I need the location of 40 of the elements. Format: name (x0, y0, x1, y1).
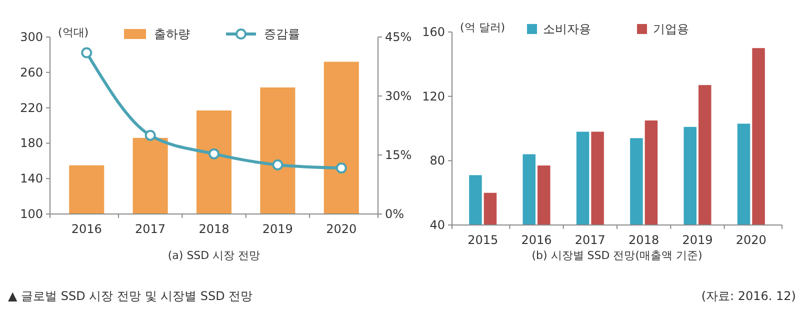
y2-tick-label: 0% (385, 207, 404, 221)
x-axis-title: (b) 시장별 SSD 전망(매출액 기준) (532, 249, 702, 262)
point (336, 162, 347, 174)
legend-label: 기업용 (653, 22, 689, 36)
legend-label: 소비자용 (543, 22, 591, 36)
point (144, 130, 156, 141)
y2-tick-label: 30% (385, 89, 412, 103)
point (208, 148, 220, 160)
y-tick-label: 160 (422, 25, 445, 39)
y-tick-label: 100 (20, 207, 43, 221)
y-tick-label: 40 (430, 218, 445, 232)
y-tick-label: 180 (20, 136, 43, 150)
x-tick-label: 2019 (682, 233, 713, 247)
x-tick-label: 2016 (521, 233, 552, 247)
y-tick-label: 120 (422, 89, 445, 104)
x-axis-title: (a) SSD 시장 전망 (168, 249, 260, 262)
x-tick-label: 2019 (262, 222, 293, 236)
y-tick-label: 140 (20, 172, 43, 186)
x-tick-label: 2018 (628, 233, 660, 247)
y-tick-label: 260 (20, 65, 43, 80)
x-tick-label: 2017 (135, 222, 166, 236)
y-tick-label: 220 (20, 100, 43, 115)
legend-label: 출하량 (154, 27, 190, 41)
y2-tick-label: 45% (385, 30, 412, 44)
point (81, 47, 92, 58)
x-tick-label: 2015 (468, 233, 498, 247)
y-axis-title: (억 달러) (460, 21, 506, 34)
x-tick-label: 2020 (736, 233, 766, 247)
y2-tick-label: 15% (385, 148, 412, 162)
y-axis-title: (억대) (58, 26, 89, 39)
x-tick-label: 2016 (71, 222, 102, 236)
y-tick-label: 300 (20, 30, 43, 44)
point (272, 159, 284, 170)
x-tick-label: 2020 (326, 222, 357, 236)
text: (자료: 2016. 12) (701, 289, 796, 303)
x-tick-label: 2018 (198, 222, 230, 236)
y-tick-label: 80 (430, 154, 445, 168)
x-tick-label: 2017 (574, 233, 606, 247)
text: ▲ 글로벌 SSD 시장 전망 및 시장별 SSD 전망 (8, 289, 253, 303)
legend-label: 증감률 (264, 27, 300, 41)
